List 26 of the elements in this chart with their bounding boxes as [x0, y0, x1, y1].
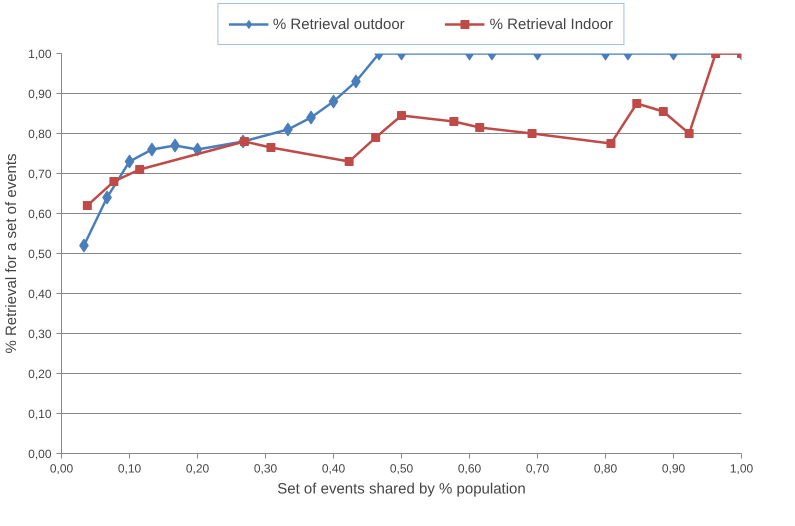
x-tick-label: 0,00 — [50, 462, 74, 476]
y-tick-label: 0,20 — [28, 367, 52, 381]
legend-label: % Retrieval Indoor — [490, 16, 614, 32]
x-tick-label: 1,00 — [730, 462, 754, 476]
y-tick-label: 0,40 — [28, 287, 52, 301]
x-tick-label: 0,50 — [390, 462, 414, 476]
x-axis-title: Set of events shared by % population — [277, 480, 526, 498]
y-tick-label: 1,00 — [28, 47, 52, 61]
x-tick-label: 0,60 — [458, 462, 482, 476]
x-tick-label: 0,20 — [186, 462, 210, 476]
x-tick-label: 0,10 — [118, 462, 142, 476]
y-tick-label: 0,00 — [28, 447, 52, 461]
x-tick-label: 0,90 — [662, 462, 686, 476]
y-tick-label: 0,30 — [28, 327, 52, 341]
y-tick-label: 0,90 — [28, 87, 52, 101]
y-tick-label: 0,70 — [28, 167, 52, 181]
y-tick-label: 0,80 — [28, 127, 52, 141]
x-tick-label: 0,70 — [526, 462, 550, 476]
x-tick-label: 0,80 — [594, 462, 618, 476]
x-tick-label: 0,40 — [322, 462, 346, 476]
y-tick-label: 0,10 — [28, 407, 52, 421]
x-tick-label: 0,30 — [254, 462, 278, 476]
y-tick-label: 0,60 — [28, 207, 52, 221]
legend-label: % Retrieval outdoor — [272, 16, 405, 32]
y-axis-title: % Retrieval for a set of events — [3, 153, 20, 354]
y-tick-label: 0,50 — [28, 247, 52, 261]
